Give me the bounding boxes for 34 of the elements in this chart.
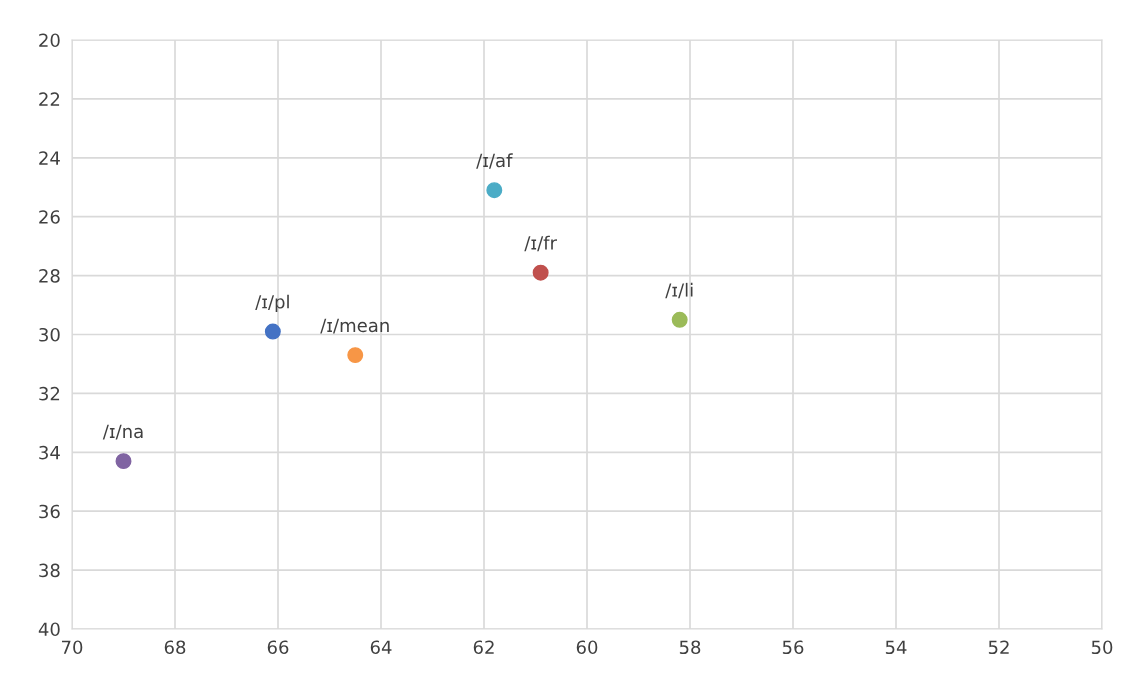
- x-tick-label: 68: [164, 640, 186, 655]
- y-tick-label: 28: [39, 269, 60, 283]
- y-tick-label: 30: [39, 327, 60, 342]
- y-tick-label: 20: [39, 33, 60, 48]
- x-tick-label: 50: [1091, 640, 1113, 655]
- series-label: /ɪ/mean: [320, 318, 389, 334]
- y-tick-label: 24: [39, 151, 60, 165]
- x-tick-label: 66: [267, 640, 289, 655]
- y-tick-label: 34: [39, 445, 60, 460]
- series-label: /ɪ/af: [476, 153, 513, 169]
- x-tick-label: 56: [782, 640, 804, 655]
- series-label: /ɪ/li: [665, 282, 693, 299]
- y-tick-label: 40: [38, 622, 60, 637]
- y-tick-label: 22: [39, 92, 60, 106]
- y-tick-label: 38: [39, 563, 60, 578]
- y-tick-label: 32: [39, 386, 60, 401]
- x-tick-label: 70: [61, 640, 83, 655]
- series-label: /ɪ/na: [102, 424, 143, 440]
- point: [486, 182, 503, 199]
- x-tick-label: 52: [988, 640, 1009, 655]
- point: [347, 347, 364, 364]
- x-tick-label: 64: [370, 640, 392, 655]
- x-tick-label: 62: [473, 640, 494, 655]
- series-label: /ɪ/fr: [524, 235, 557, 252]
- point: [671, 311, 688, 328]
- y-tick-label: 36: [39, 504, 60, 519]
- x-tick-label: 60: [576, 640, 598, 655]
- series-label: /ɪ/pl: [255, 294, 289, 313]
- point: [264, 323, 281, 340]
- x-tick-label: 58: [679, 640, 701, 655]
- x-tick-label: 54: [885, 640, 907, 655]
- point: [115, 453, 132, 470]
- y-tick-label: 26: [39, 210, 60, 224]
- point: [532, 264, 549, 281]
